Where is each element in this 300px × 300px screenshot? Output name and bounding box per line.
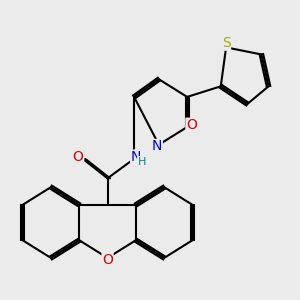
Text: O: O	[186, 118, 197, 132]
Text: H: H	[138, 157, 146, 167]
Text: N: N	[131, 150, 141, 164]
Text: O: O	[73, 150, 84, 164]
Text: O: O	[102, 253, 113, 267]
Text: N: N	[152, 140, 162, 154]
Text: S: S	[222, 36, 230, 50]
